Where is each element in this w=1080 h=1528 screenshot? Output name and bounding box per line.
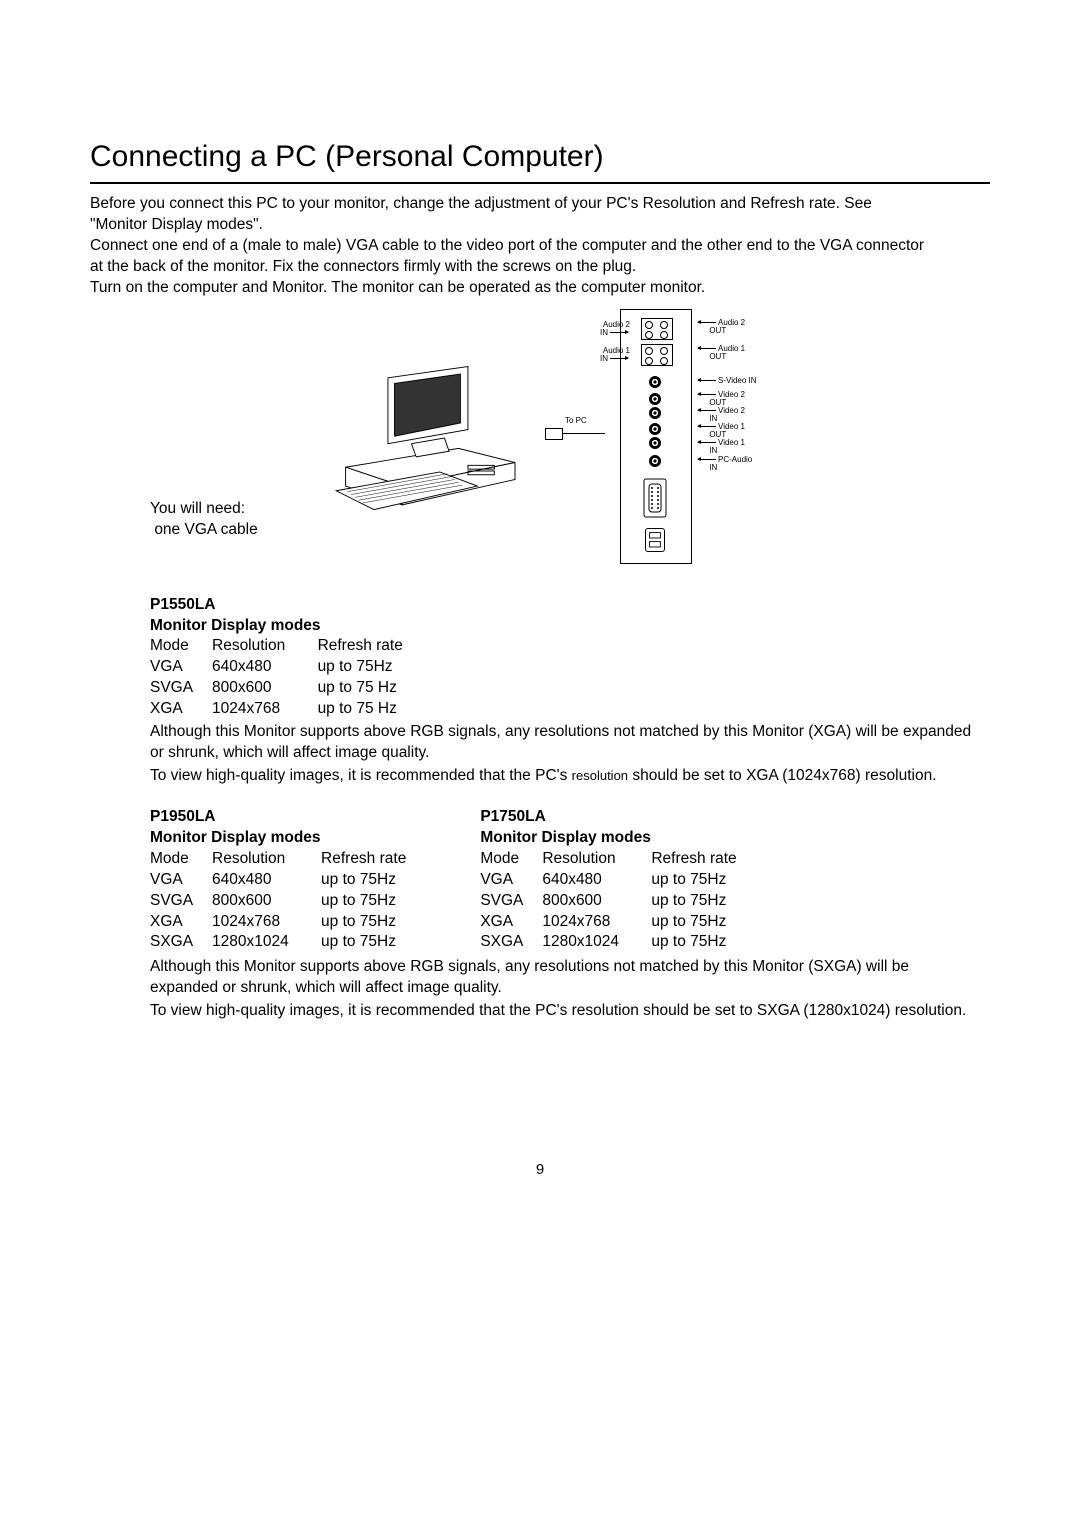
video2-out-jack	[649, 393, 661, 405]
video2-out-label: Video 2 OUT	[696, 391, 745, 408]
audio1-out-label: Audio 1 OUT	[696, 345, 745, 362]
audio1-in-label: Audio 1IN	[578, 347, 630, 364]
table-row: XGA1024x768up to 75Hz	[480, 912, 750, 933]
to-pc-label: To PC	[565, 417, 587, 425]
video1-in-jack	[649, 437, 661, 449]
intro-line: "Monitor Display modes".	[90, 215, 990, 236]
need-line: You will need:	[150, 499, 258, 520]
video2-in-label: Video 2 IN	[696, 407, 745, 424]
video1-in-label: Video 1 IN	[696, 439, 745, 456]
svideo-jack	[649, 376, 661, 388]
p1550-section: P1550LA Monitor Display modes ModeResolu…	[90, 595, 990, 787]
table-row: ModeResolution Refresh rate	[150, 636, 417, 657]
table-row: VGA640x480up to 75Hz	[150, 870, 420, 891]
video1-out-label: Video 1 OUT	[696, 423, 745, 440]
vga-cable-icon	[545, 427, 605, 441]
video1-out-jack	[649, 423, 661, 435]
table-row: SVGA800x600up to 75Hz	[480, 891, 750, 912]
table-row: XGA1024x768up to 75 Hz	[150, 699, 417, 720]
intro-line: Turn on the computer and Monitor. The mo…	[90, 278, 990, 299]
table-row: ModeResolution Refresh rate	[480, 849, 750, 870]
table-row: XGA1024x768up to 75Hz	[150, 912, 420, 933]
audio2-out-label: Audio 2 OUT	[696, 319, 745, 336]
note-text: Although this Monitor supports above RGB…	[150, 722, 980, 764]
table-row: SVGA800x600up to 75 Hz	[150, 678, 417, 699]
model-label: P1550LA	[150, 595, 980, 616]
audio2-in-label: Audio 2IN	[578, 321, 630, 338]
model-label: P1950LA	[150, 807, 420, 828]
intro-line: Before you connect this PC to your monit…	[90, 194, 990, 215]
misc-port-icon	[645, 528, 665, 552]
table-row: SVGA800x600up to 75Hz	[150, 891, 420, 912]
intro-line: at the back of the monitor. Fix the conn…	[90, 257, 990, 278]
p1750-section: P1750LA Monitor Display modes ModeResolu…	[480, 807, 750, 953]
table-row: SXGA1280x1024up to 75Hz	[480, 932, 750, 953]
connection-diagram: To PC	[320, 309, 800, 569]
dual-section: P1950LA Monitor Display modes ModeResolu…	[90, 807, 990, 1022]
monitor-rear-panel	[620, 309, 692, 564]
intro-block: Before you connect this PC to your monit…	[90, 194, 990, 299]
pc-audio-in-label: PC-Audio IN	[696, 456, 752, 473]
p1950-section: P1950LA Monitor Display modes ModeResolu…	[150, 807, 420, 953]
subhead: Monitor Display modes	[480, 828, 750, 849]
audio2-jacks	[641, 318, 673, 340]
note-text: To view high-quality images, it is recom…	[150, 766, 980, 787]
vga-port-icon	[643, 478, 667, 518]
note-text: To view high-quality images, it is recom…	[150, 1001, 980, 1022]
table-row: ModeResolution Refresh rate	[150, 849, 420, 870]
page-title: Connecting a PC (Personal Computer)	[90, 140, 990, 174]
video2-in-jack	[649, 407, 661, 419]
intro-line: Connect one end of a (male to male) VGA …	[90, 236, 990, 257]
table-row: VGA640x480up to 75Hz	[150, 657, 417, 678]
p1750-table: ModeResolution Refresh rate VGA640x480up…	[480, 849, 750, 954]
diagram-area: You will need: one VGA cable	[90, 309, 990, 589]
materials-needed: You will need: one VGA cable	[150, 499, 258, 541]
table-row: VGA640x480up to 75Hz	[480, 870, 750, 891]
model-label: P1750LA	[480, 807, 750, 828]
audio1-jacks	[641, 344, 673, 366]
svideo-in-label: S-Video IN	[696, 377, 757, 385]
subhead: Monitor Display modes	[150, 828, 420, 849]
page-number: 9	[0, 1161, 1080, 1178]
note-text: Although this Monitor supports above RGB…	[150, 957, 980, 999]
title-rule	[90, 182, 990, 184]
pc-audio-jack	[649, 455, 661, 467]
p1550-table: ModeResolution Refresh rate VGA640x480up…	[150, 636, 417, 720]
p1950-table: ModeResolution Refresh rate VGA640x480up…	[150, 849, 420, 954]
table-row: SXGA1280x1024up to 75Hz	[150, 932, 420, 953]
subhead: Monitor Display modes	[150, 616, 980, 637]
pc-icon	[330, 359, 540, 519]
need-line: one VGA cable	[150, 520, 258, 541]
